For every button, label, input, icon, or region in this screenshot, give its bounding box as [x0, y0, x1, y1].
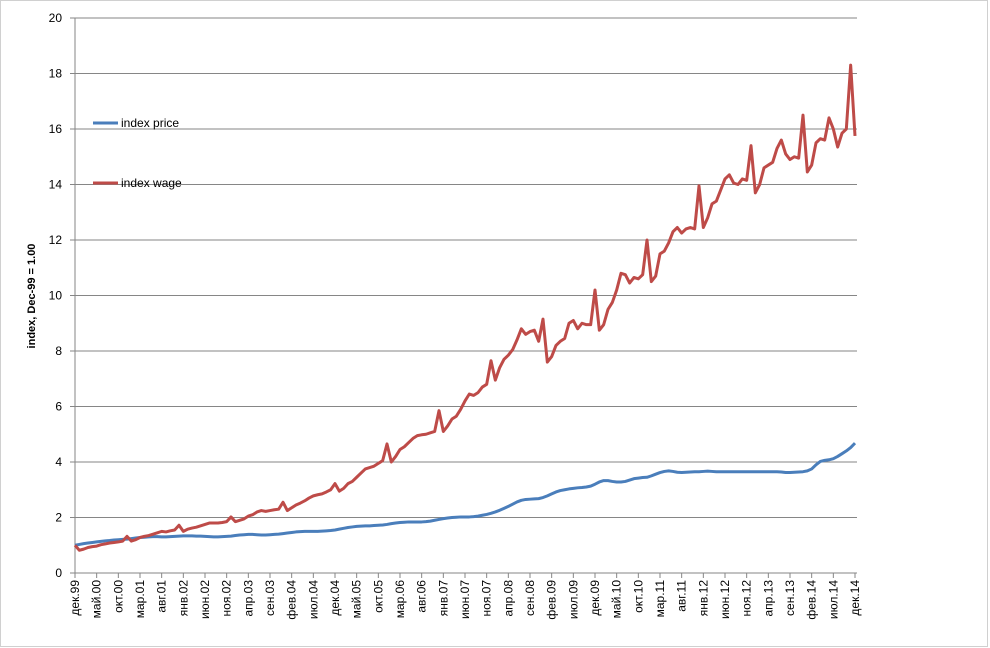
y-tick-label: 14: [49, 178, 63, 192]
legend-label: index price: [121, 116, 179, 130]
x-tick-label: апр.08: [501, 580, 515, 617]
series-line: [73, 63, 857, 552]
x-tick-label: фев.14: [805, 580, 819, 620]
x-tick-label: июл.09: [566, 580, 580, 619]
x-tick-label: сен.08: [523, 580, 537, 616]
x-tick-label: янв.02: [176, 580, 190, 617]
x-tick-label: май.00: [90, 580, 104, 619]
y-tick-label: 20: [49, 11, 63, 25]
x-tick-label: авг.06: [415, 580, 429, 613]
x-tick-label: ноя.12: [740, 580, 754, 617]
x-tick-label: июл.14: [826, 580, 840, 619]
x-tick-label: ноя.07: [480, 580, 494, 617]
y-axis-title: index, Dec-99 = 1.00: [26, 244, 38, 349]
x-tick-label: фев.09: [545, 580, 559, 620]
x-tick-label: апр.03: [241, 580, 255, 617]
x-tick-label: апр.13: [761, 580, 775, 617]
series-line: [74, 442, 857, 547]
x-tick-label: дек.14: [848, 580, 862, 616]
x-tick-label: дек.99: [68, 580, 82, 616]
x-tick-label: май.10: [610, 580, 624, 619]
x-tick-label: мар.06: [393, 580, 407, 619]
x-tick-label: июн.02: [198, 580, 212, 619]
legend-label: index wage: [121, 176, 182, 190]
x-tick-label: окт.10: [631, 580, 645, 613]
y-tick-label: 10: [49, 289, 63, 303]
x-tick-label: май.05: [350, 580, 364, 619]
x-tick-label: июн.07: [458, 580, 472, 619]
x-tick-label: сен.03: [263, 580, 277, 616]
x-tick-label: янв.12: [696, 580, 710, 617]
x-tick-label: июл.04: [306, 580, 320, 619]
x-tick-label: окт.05: [371, 580, 385, 613]
x-tick-label: июн.12: [718, 580, 732, 619]
y-tick-label: 12: [49, 233, 63, 247]
x-tick-label: фев.04: [285, 580, 299, 620]
x-tick-label: мар.11: [653, 580, 667, 618]
x-tick-label: дек.04: [328, 580, 342, 616]
y-tick-label: 4: [55, 455, 62, 469]
y-tick-label: 16: [49, 122, 63, 136]
y-tick-label: 0: [55, 566, 62, 580]
y-tick-label: 6: [55, 400, 62, 414]
y-tick-label: 8: [55, 344, 62, 358]
x-tick-label: авг.01: [155, 580, 169, 613]
x-tick-label: авг.11: [675, 580, 689, 612]
x-tick-label: сен.13: [783, 580, 797, 616]
x-tick-label: мар.01: [133, 580, 147, 619]
y-tick-label: 2: [55, 511, 62, 525]
x-tick-label: окт.00: [111, 580, 125, 613]
x-tick-label: янв.07: [436, 580, 450, 617]
x-tick-label: дек.09: [588, 580, 602, 616]
y-tick-label: 18: [49, 67, 63, 81]
x-tick-label: ноя.02: [220, 580, 234, 617]
